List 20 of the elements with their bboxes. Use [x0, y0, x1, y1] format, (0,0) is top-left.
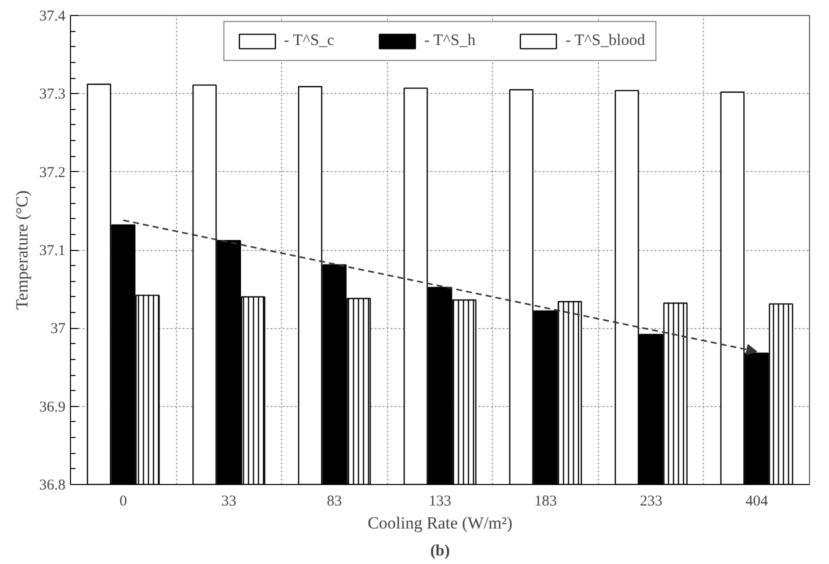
y-tick-label: 37.1	[39, 243, 66, 259]
x-tick-label: 33	[221, 494, 236, 510]
x-tick-label: 404	[745, 494, 768, 510]
x-tick-label: 233	[640, 494, 662, 510]
y-tick-label: 37	[50, 321, 66, 338]
legend-label: - T^S_blood	[565, 32, 646, 50]
legend-label: - T^S_h	[424, 32, 476, 50]
y-tick-label: 37.3	[39, 86, 66, 103]
x-axis-title: Cooling Rate (W/m²)	[368, 514, 512, 532]
x-tick-label: 133	[428, 494, 452, 510]
text: (b)	[430, 542, 450, 560]
x-tick-label: 83	[326, 494, 342, 510]
y-tick-label: 37.2	[39, 164, 66, 181]
y-tick-label: 36.8	[39, 478, 66, 494]
legend-label: - T^S_c	[284, 32, 334, 50]
x-tick-label: 183	[534, 494, 557, 510]
y-tick-label: 37.4	[39, 8, 66, 24]
x-tick-label: 0	[120, 494, 128, 510]
y-axis-title: Temperature (°C)	[12, 190, 32, 310]
y-tick-label: 36.9	[39, 399, 66, 416]
